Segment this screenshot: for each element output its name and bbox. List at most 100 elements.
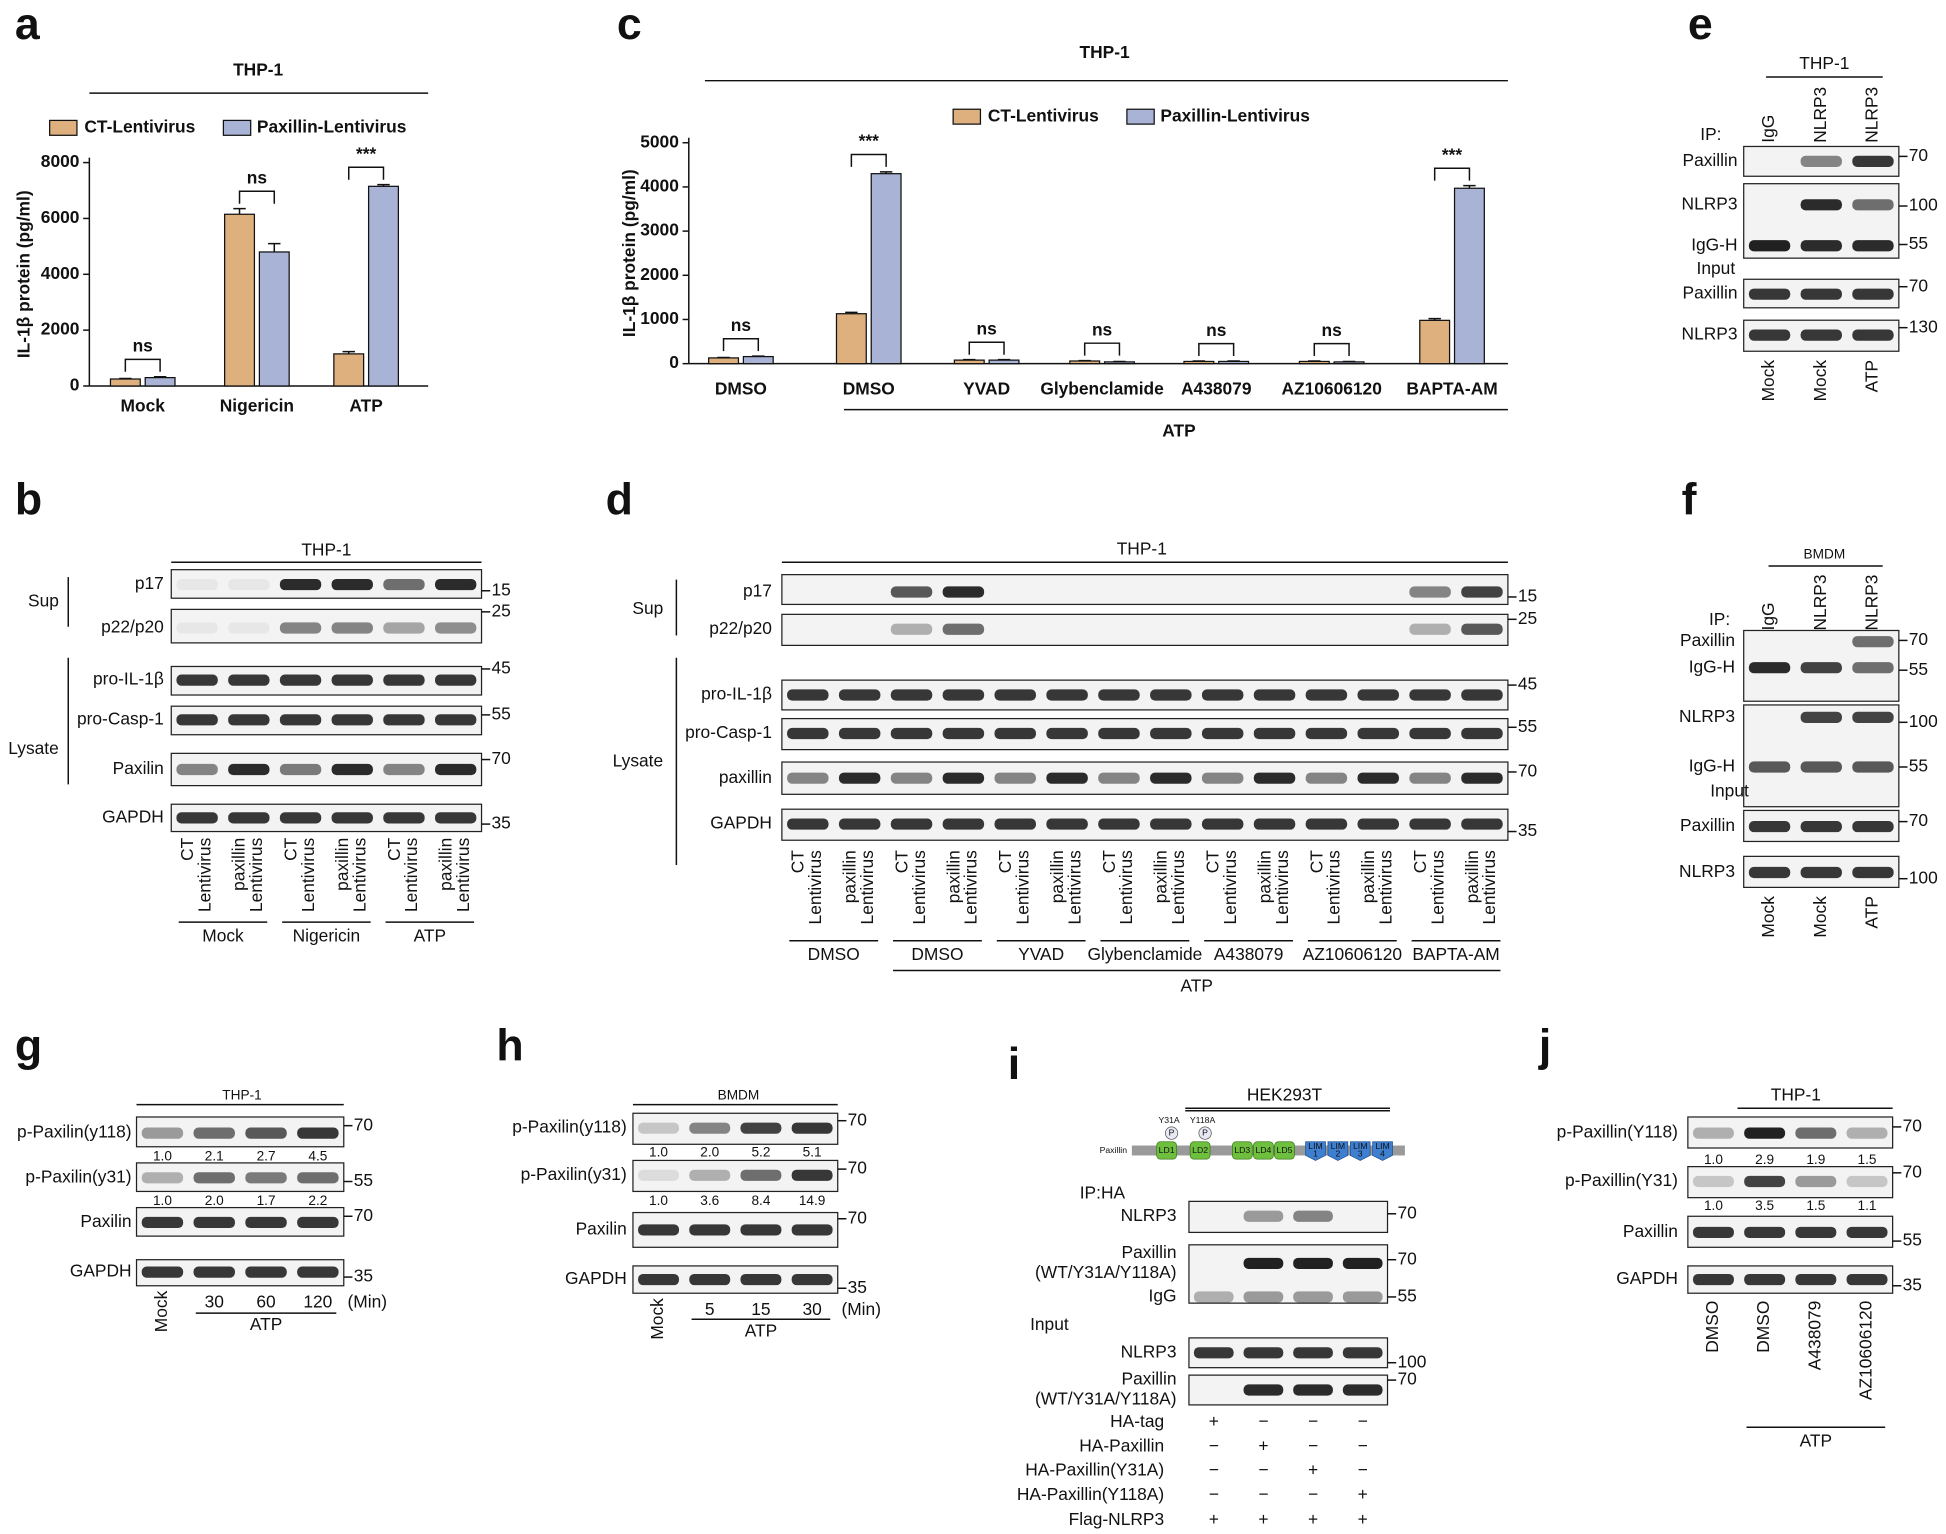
y-tick-label: 4000: [41, 263, 80, 283]
band: [383, 674, 425, 686]
panel-letter: a: [15, 0, 41, 49]
band: [1305, 689, 1348, 701]
condition-label: HA-Paxillin(Y118A): [1017, 1484, 1164, 1504]
error-bar: [1428, 317, 1441, 321]
band: [1800, 866, 1842, 879]
group-label: DMSO: [911, 944, 963, 964]
band: [193, 1172, 235, 1184]
band: [1800, 288, 1842, 300]
error-bar: [268, 242, 281, 252]
lim-domain: [1305, 1141, 1326, 1161]
band: [890, 772, 933, 784]
lane-label: paxillin: [1151, 850, 1171, 903]
band: [176, 622, 218, 634]
row-label: GAPDH: [102, 806, 164, 826]
ld-domain: [1253, 1141, 1274, 1160]
group-label: Nigericin: [293, 926, 361, 946]
band: [689, 1273, 731, 1286]
lane-label: Lentivirus: [298, 837, 318, 912]
band: [1293, 1210, 1333, 1222]
quantification: 1.0: [649, 1145, 668, 1160]
band: [1461, 623, 1503, 635]
band: [331, 578, 373, 591]
condition-sign: −: [1258, 1411, 1268, 1431]
band: [890, 818, 933, 830]
quantification: 5.1: [803, 1145, 822, 1160]
group-label: A438079: [1214, 944, 1284, 964]
significance-bracket: [238, 190, 276, 204]
marker-label: 45: [1518, 674, 1537, 694]
x-tick-label: AZ10606120: [1281, 378, 1381, 398]
bar: [258, 251, 290, 387]
band: [740, 1224, 782, 1236]
row-label: Paxilin: [576, 1219, 627, 1239]
quantification: 3.6: [700, 1193, 719, 1208]
legend-swatch: [1126, 108, 1155, 125]
band: [1193, 1291, 1234, 1303]
band: [1243, 1210, 1284, 1222]
y-tick-label: 0: [70, 375, 80, 395]
x-tick-label: DMSO: [843, 378, 895, 398]
chart-title: THP-1: [1079, 42, 1129, 62]
band: [1795, 1273, 1837, 1286]
bar: [1069, 360, 1101, 365]
band: [1800, 199, 1842, 211]
band: [689, 1122, 731, 1134]
band: [1293, 1384, 1333, 1396]
row-label: pro-Casp-1: [685, 722, 772, 742]
band: [1409, 818, 1451, 830]
band: [193, 1216, 235, 1229]
band: [331, 674, 373, 686]
band: [1800, 662, 1842, 674]
band: [1305, 727, 1348, 740]
row-label: p-Paxilin(y118): [512, 1117, 627, 1137]
lane-label: Lentivirus: [401, 837, 421, 912]
band: [1692, 1226, 1734, 1238]
y-tick-label: 8000: [41, 151, 80, 171]
band: [297, 1127, 339, 1139]
row-label: NLRP3: [1682, 193, 1738, 213]
lane-label: CT: [177, 837, 197, 861]
band: [1748, 288, 1791, 300]
lane-label: paxillin: [1254, 850, 1274, 903]
quantification: 2.0: [700, 1145, 719, 1160]
band: [1150, 689, 1192, 701]
lane-label: Lentivirus: [1013, 850, 1033, 925]
row-label: p-Paxilin(y31): [25, 1166, 131, 1186]
phospho-label: P: [1202, 1127, 1208, 1137]
lane-label: 30: [802, 1299, 821, 1319]
band: [193, 1127, 235, 1139]
bar: [988, 359, 1020, 365]
lane-label: 60: [256, 1292, 275, 1312]
band: [1795, 1226, 1837, 1238]
marker-label: 70: [848, 1109, 867, 1129]
band: [1461, 727, 1503, 740]
band: [1852, 820, 1894, 833]
error-bar: [153, 376, 167, 378]
band: [890, 689, 933, 701]
significance-bracket: [1313, 342, 1350, 357]
band: [1748, 329, 1791, 341]
lane-label: Lentivirus: [350, 837, 370, 912]
band: [1305, 772, 1348, 784]
band: [141, 1266, 184, 1278]
band: [1800, 329, 1842, 341]
quantification: 1.0: [649, 1193, 668, 1208]
panel-letter: c: [617, 0, 642, 49]
condition-sign: −: [1258, 1459, 1268, 1479]
y-tick-label: 0: [669, 352, 679, 372]
band: [1748, 866, 1791, 879]
quantification: 1.1: [1858, 1198, 1877, 1213]
panel-letter: f: [1682, 475, 1697, 524]
condition-label: Flag-NLRP3: [1069, 1509, 1165, 1529]
band: [1305, 818, 1348, 830]
lane-label: Mock: [151, 1290, 171, 1332]
band: [1409, 689, 1451, 701]
band: [1744, 1175, 1786, 1188]
band: [1150, 772, 1192, 784]
row-label: Paxillin: [1680, 630, 1735, 650]
band: [1357, 772, 1399, 784]
marker-label: 70: [1397, 1202, 1416, 1222]
marker-label: 35: [848, 1277, 867, 1297]
band: [331, 714, 373, 726]
